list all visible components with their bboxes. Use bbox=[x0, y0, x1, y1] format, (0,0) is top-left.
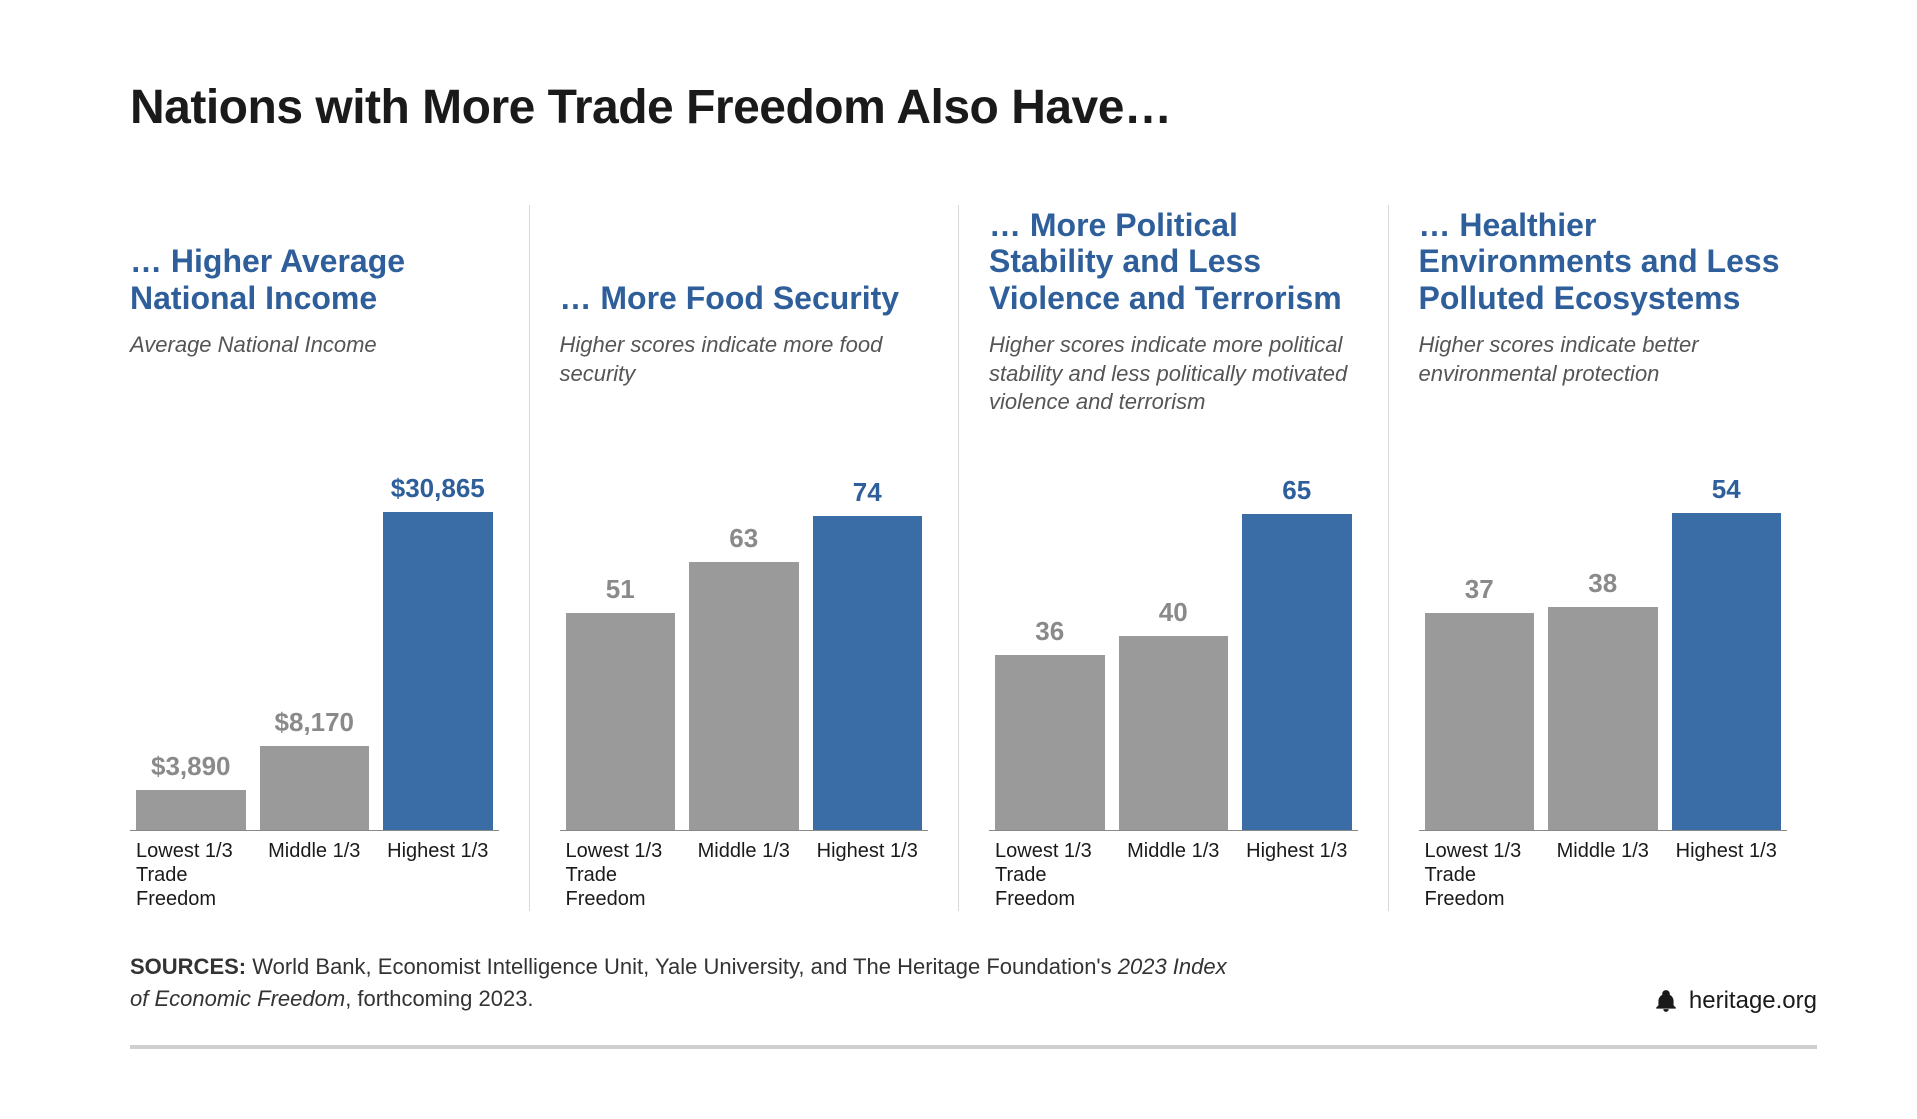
chart-area: 36 40 65 bbox=[989, 451, 1358, 831]
bar-value-label: 37 bbox=[1465, 574, 1494, 605]
bar-value-label: 51 bbox=[606, 574, 635, 605]
category-row: Lowest 1/3Trade FreedomMiddle 1/3Highest… bbox=[560, 831, 929, 911]
chart-area: 37 38 54 bbox=[1419, 451, 1788, 831]
chart-panel: … More Political Stability and Less Viol… bbox=[958, 205, 1388, 911]
bar-value-label: 74 bbox=[853, 477, 882, 508]
sources-text: SOURCES: World Bank, Economist Intellige… bbox=[130, 951, 1230, 1015]
bar-value-label: 38 bbox=[1588, 568, 1617, 599]
panel-subtitle: Higher scores indicate more political st… bbox=[989, 331, 1358, 451]
panels-row: … Higher Average National Income Average … bbox=[130, 205, 1817, 911]
brand: heritage.org bbox=[1653, 987, 1817, 1015]
bar bbox=[1672, 513, 1782, 830]
bar bbox=[260, 746, 370, 830]
chart-area: 51 63 74 bbox=[560, 451, 929, 831]
panel-subtitle: Higher scores indicate better environmen… bbox=[1419, 331, 1788, 451]
category-row: Lowest 1/3Trade FreedomMiddle 1/3Highest… bbox=[989, 831, 1358, 911]
sources-body-2: , forthcoming 2023. bbox=[345, 986, 533, 1011]
bar-value-label: 36 bbox=[1035, 616, 1064, 647]
bar-column: 65 bbox=[1242, 451, 1352, 830]
bar-value-label: 54 bbox=[1712, 474, 1741, 505]
category-label: Middle 1/3 bbox=[1119, 839, 1229, 911]
category-label: Middle 1/3 bbox=[1548, 839, 1658, 911]
bell-icon bbox=[1653, 988, 1679, 1014]
bar-column: 38 bbox=[1548, 451, 1658, 830]
bar-column: 63 bbox=[689, 451, 799, 830]
bar bbox=[1242, 514, 1352, 830]
category-label: Lowest 1/3Trade Freedom bbox=[566, 839, 676, 911]
panel-subtitle: Higher scores indicate more food securit… bbox=[560, 331, 929, 451]
page-title: Nations with More Trade Freedom Also Hav… bbox=[130, 80, 1817, 135]
brand-text: heritage.org bbox=[1689, 987, 1817, 1015]
bar-column: 74 bbox=[813, 451, 923, 830]
category-label: Highest 1/3 bbox=[383, 839, 493, 911]
bar-value-label: 63 bbox=[729, 523, 758, 554]
category-label: Lowest 1/3Trade Freedom bbox=[995, 839, 1105, 911]
bar-value-label: 65 bbox=[1282, 475, 1311, 506]
bar bbox=[813, 516, 923, 831]
bar bbox=[689, 562, 799, 830]
bar bbox=[1548, 607, 1658, 830]
bar-value-label: $30,865 bbox=[391, 473, 485, 504]
bar bbox=[995, 655, 1105, 830]
footer: SOURCES: World Bank, Economist Intellige… bbox=[130, 951, 1817, 1049]
bar bbox=[136, 790, 246, 830]
bar-column: 40 bbox=[1119, 451, 1229, 830]
bar-column: $3,890 bbox=[136, 451, 246, 830]
category-row: Lowest 1/3Trade FreedomMiddle 1/3Highest… bbox=[1419, 831, 1788, 911]
infographic-page: Nations with More Trade Freedom Also Hav… bbox=[0, 0, 1917, 1089]
bar-value-label: $8,170 bbox=[274, 707, 354, 738]
panel-title: … Healthier Environments and Less Pollut… bbox=[1419, 205, 1788, 317]
chart-panel: … More Food Security Higher scores indica… bbox=[529, 205, 959, 911]
bar-column: 51 bbox=[566, 451, 676, 830]
category-label: Highest 1/3 bbox=[1242, 839, 1352, 911]
category-label: Lowest 1/3Trade Freedom bbox=[136, 839, 246, 911]
bar-column: 54 bbox=[1672, 451, 1782, 830]
bar bbox=[383, 512, 493, 830]
panel-title: … More Political Stability and Less Viol… bbox=[989, 205, 1358, 317]
category-label: Middle 1/3 bbox=[689, 839, 799, 911]
chart-panel: … Healthier Environments and Less Pollut… bbox=[1388, 205, 1818, 911]
bar-value-label: 40 bbox=[1159, 597, 1188, 628]
bar bbox=[566, 613, 676, 830]
category-label: Middle 1/3 bbox=[260, 839, 370, 911]
category-label: Highest 1/3 bbox=[1672, 839, 1782, 911]
bar-column: 37 bbox=[1425, 451, 1535, 830]
bar-column: $8,170 bbox=[260, 451, 370, 830]
bar bbox=[1119, 636, 1229, 830]
bar bbox=[1425, 613, 1535, 830]
sources-label: SOURCES: bbox=[130, 954, 246, 979]
chart-panel: … Higher Average National Income Average … bbox=[130, 205, 529, 911]
category-label: Lowest 1/3Trade Freedom bbox=[1425, 839, 1535, 911]
category-label: Highest 1/3 bbox=[813, 839, 923, 911]
category-row: Lowest 1/3Trade FreedomMiddle 1/3Highest… bbox=[130, 831, 499, 911]
chart-area: $3,890 $8,170 $30,865 bbox=[130, 451, 499, 831]
panel-subtitle: Average National Income bbox=[130, 331, 499, 451]
bar-column: 36 bbox=[995, 451, 1105, 830]
bar-column: $30,865 bbox=[383, 451, 493, 830]
panel-title: … Higher Average National Income bbox=[130, 205, 499, 317]
sources-body-1: World Bank, Economist Intelligence Unit,… bbox=[246, 954, 1118, 979]
panel-title: … More Food Security bbox=[560, 205, 929, 317]
bar-value-label: $3,890 bbox=[151, 751, 231, 782]
